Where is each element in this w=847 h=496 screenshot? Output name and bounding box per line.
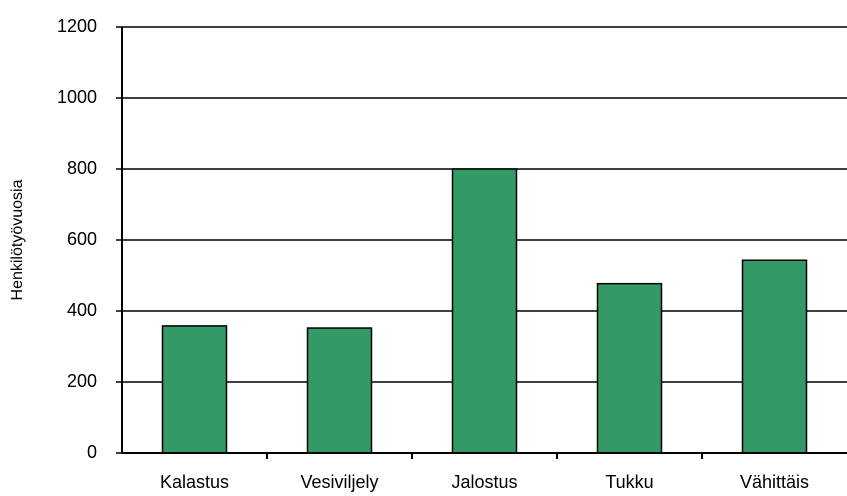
y-tick-label: 200 — [67, 371, 97, 391]
y-tick-label: 800 — [67, 158, 97, 178]
x-tick-label: Vesiviljely — [300, 472, 378, 492]
x-tick-label: Jalostus — [451, 472, 517, 492]
x-tick-label: Tukku — [605, 472, 653, 492]
y-tick-label: 600 — [67, 229, 97, 249]
y-tick-label: 1200 — [57, 16, 97, 36]
bar — [451, 168, 518, 454]
y-tick-label: 400 — [67, 300, 97, 320]
bar — [161, 325, 228, 454]
y-tick-label: 0 — [87, 442, 97, 462]
x-tick-label: Kalastus — [160, 472, 229, 492]
y-tick-label: 1000 — [57, 87, 97, 107]
x-tick-label: Vähittäis — [740, 472, 809, 492]
y-axis-label: Henkilötyövuosia — [9, 179, 26, 300]
bar — [306, 327, 373, 454]
bar — [741, 259, 808, 454]
bar — [596, 282, 663, 454]
